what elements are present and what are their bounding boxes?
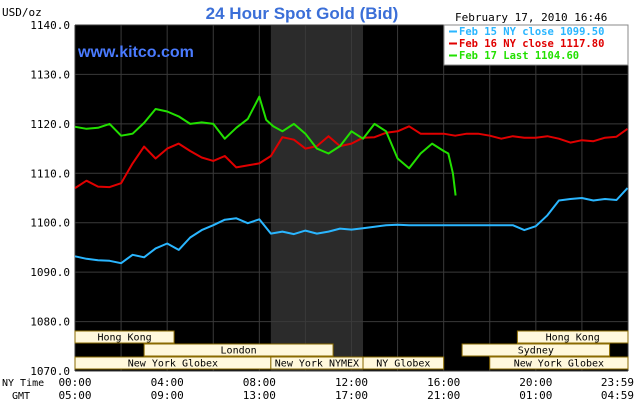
x-axis-label-gmt: GMT — [12, 391, 30, 402]
x-tick-label-ny: 08:00 — [243, 376, 276, 389]
session-bar — [362, 356, 445, 370]
x-tick-label-gmt: 04:59 — [601, 389, 634, 402]
y-tick-labels: 1140.0 1130.0 1120.0 1110.0 1100.0 1090.0 1080… — [30, 19, 70, 378]
x-tick-label-gmt: 13:00 — [243, 389, 276, 402]
x-tick-label-ny: 04:00 — [151, 376, 184, 389]
y-tick-label: 1100.0 — [30, 217, 70, 230]
session-bars: Hong Kong Hong Kong London Sydney New York G… — [74, 330, 629, 370]
y-axis-label: USD/oz — [2, 6, 42, 19]
y-tick-label: 1090.0 — [30, 266, 70, 279]
grid-lines — [74, 24, 629, 372]
session-label: Hong Kong — [97, 333, 151, 344]
x-axis-label-ny: NY Time — [2, 378, 44, 389]
session-bar — [143, 343, 334, 357]
y-tick-label: 1080.0 — [30, 316, 70, 329]
y-tick-label: 1130.0 — [30, 68, 70, 81]
session-bar — [489, 356, 629, 370]
y-tick-label: 1140.0 — [30, 19, 70, 32]
x-tick-label-gmt: 21:00 — [427, 389, 460, 402]
series-line — [74, 95, 457, 196]
session-label: New York Globex — [128, 359, 218, 370]
y-tick-label: 1070.0 — [30, 365, 70, 378]
x-tick-label-ny: 00:00 — [58, 376, 91, 389]
legend-entry: Feb 17 Last 1104.60 — [459, 50, 579, 62]
x-tick-label-gmt: 09:00 — [151, 389, 184, 402]
timestamp: February 17, 2010 16:46 — [455, 11, 607, 24]
chart-title: 24 Hour Spot Gold (Bid) — [206, 4, 399, 23]
session-bar — [516, 330, 629, 344]
legend-box — [443, 24, 629, 66]
session-bar — [74, 330, 175, 344]
series-line — [74, 187, 629, 265]
session-label: NY Globex — [376, 359, 430, 370]
legend-entry: Feb 15 NY close 1099.50 — [459, 26, 604, 38]
watermark-url: www.kitco.com — [77, 44, 194, 61]
x-tick-label-ny: 20:00 — [519, 376, 552, 389]
session-label: New York NYMEX — [275, 359, 359, 370]
session-label: London — [221, 346, 257, 357]
x-tick-label-ny: 23:59 — [601, 376, 634, 389]
x-tick-label-gmt: 01:00 — [519, 389, 552, 402]
y-tick-label: 1110.0 — [30, 167, 70, 180]
x-tick-label-ny: 16:00 — [427, 376, 460, 389]
session-bar — [461, 343, 611, 357]
x-tick-label-gmt: 17:00 — [335, 389, 368, 402]
x-tick-label-ny: 12:00 — [335, 376, 368, 389]
nymex-shaded-region — [270, 25, 364, 371]
session-label: New York Globex — [514, 359, 604, 370]
legend-entry: Feb 16 NY close 1117.80 — [459, 38, 604, 50]
series-lines — [74, 95, 629, 265]
series-line — [74, 125, 629, 189]
session-label: Sydney — [518, 346, 554, 357]
x-tick-labels: 00:00 04:00 08:00 12:00 16:00 20:00 23:59 05:00… — [58, 376, 634, 402]
y-tick-label: 1120.0 — [30, 118, 70, 131]
session-label: Hong Kong — [546, 333, 600, 344]
x-tick-label-gmt: 05:00 — [58, 389, 91, 402]
